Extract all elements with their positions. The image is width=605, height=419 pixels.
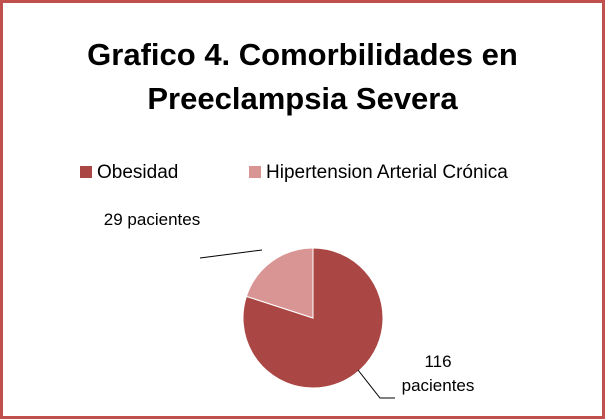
pie-slice [245,247,314,319]
legend-swatch [249,166,261,178]
data-label: 29 pacientes [103,210,201,229]
legend-label: Obesidad [97,162,178,183]
leader-line [357,369,395,399]
chart-title: Grafico 4. Comorbilidades en Preeclampsi… [87,37,518,116]
legend-swatch [80,166,92,178]
legend-label: Hipertension Arterial Crónica [266,162,508,183]
leader-line [199,249,263,259]
data-label: 116 pacientes [401,352,475,395]
